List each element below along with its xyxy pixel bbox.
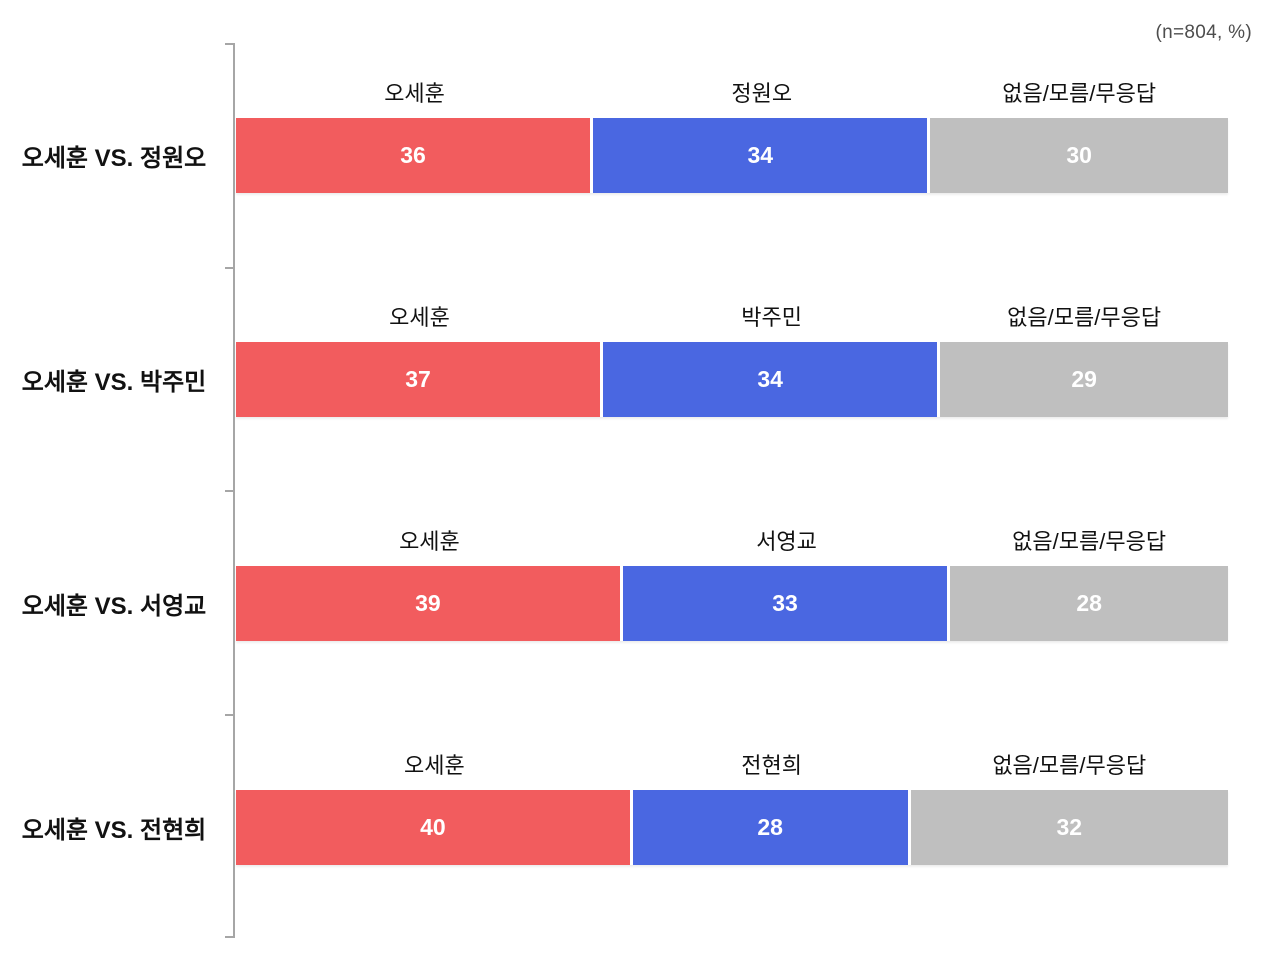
matchup-row: 오세훈 VS. 서영교 오세훈 서영교 없음/모름/무응답 39 33 28 — [0, 524, 1280, 644]
segment-header-label: 박주민 — [741, 305, 803, 330]
segment-header-label: 없음/모름/무응답 — [1002, 81, 1157, 106]
bar-segment: 34 — [593, 118, 931, 193]
matchup-row: 오세훈 VS. 정원오 오세훈 정원오 없음/모름/무응답 36 34 30 — [0, 76, 1280, 196]
bar-area: 오세훈 전현희 없음/모름/무응답 40 28 32 — [236, 748, 1228, 865]
segment-header-label: 전현희 — [741, 753, 803, 778]
axis-tick — [225, 43, 235, 45]
bar-area: 오세훈 박주민 없음/모름/무응답 37 34 29 — [236, 300, 1228, 417]
segment-header-label: 정원오 — [731, 81, 793, 106]
stacked-bar: 40 28 32 — [236, 790, 1228, 865]
matchup-row: 오세훈 VS. 전현희 오세훈 전현희 없음/모름/무응답 40 28 32 — [0, 748, 1280, 868]
sample-size-note: (n=804, %) — [1155, 22, 1252, 43]
segment-header-label: 오세훈 — [384, 81, 445, 106]
bar-segment: 29 — [940, 342, 1228, 417]
bar-area: 오세훈 정원오 없음/모름/무응답 36 34 30 — [236, 76, 1228, 193]
axis-tick — [225, 267, 235, 269]
bar-area: 오세훈 서영교 없음/모름/무응답 39 33 28 — [236, 524, 1228, 641]
matchup-label: 오세훈 VS. 정원오 — [21, 145, 207, 172]
segment-header-row: 오세훈 전현희 없음/모름/무응답 — [236, 748, 1228, 784]
segment-header-label: 서영교 — [756, 529, 817, 554]
bar-segment: 30 — [930, 118, 1228, 193]
segment-header-row: 오세훈 정원오 없음/모름/무응답 — [236, 76, 1228, 112]
bar-segment: 36 — [236, 118, 594, 193]
matchup-label: 오세훈 VS. 박주민 — [21, 369, 207, 396]
segment-header-row: 오세훈 박주민 없음/모름/무응답 — [236, 300, 1228, 336]
segment-header-label: 없음/모름/무응답 — [1012, 529, 1167, 554]
segment-header-row: 오세훈 서영교 없음/모름/무응답 — [236, 524, 1228, 560]
bar-segment: 40 — [236, 790, 633, 865]
matchup-label: 오세훈 VS. 전현희 — [21, 817, 207, 844]
segment-header-label: 없음/모름/무응답 — [992, 753, 1147, 778]
matchup-label: 오세훈 VS. 서영교 — [21, 593, 207, 620]
axis-tick — [225, 936, 235, 938]
stacked-bar: 36 34 30 — [236, 118, 1228, 193]
axis-tick — [225, 714, 235, 716]
segment-header-label: 오세훈 — [399, 529, 460, 554]
segment-header-label: 없음/모름/무응답 — [1007, 305, 1162, 330]
segment-header-label: 오세훈 — [404, 753, 465, 778]
matchup-row: 오세훈 VS. 박주민 오세훈 박주민 없음/모름/무응답 37 34 29 — [0, 300, 1280, 420]
stacked-bar: 37 34 29 — [236, 342, 1228, 417]
bar-segment: 34 — [603, 342, 941, 417]
bar-segment: 39 — [236, 566, 623, 641]
bar-segment: 33 — [622, 566, 951, 641]
bar-segment: 28 — [632, 790, 911, 865]
axis-tick — [225, 490, 235, 492]
segment-header-label: 오세훈 — [389, 305, 450, 330]
stacked-bar: 39 33 28 — [236, 566, 1228, 641]
bar-segment: 28 — [950, 566, 1228, 641]
bar-segment: 32 — [910, 790, 1228, 865]
bar-segment: 37 — [236, 342, 604, 417]
